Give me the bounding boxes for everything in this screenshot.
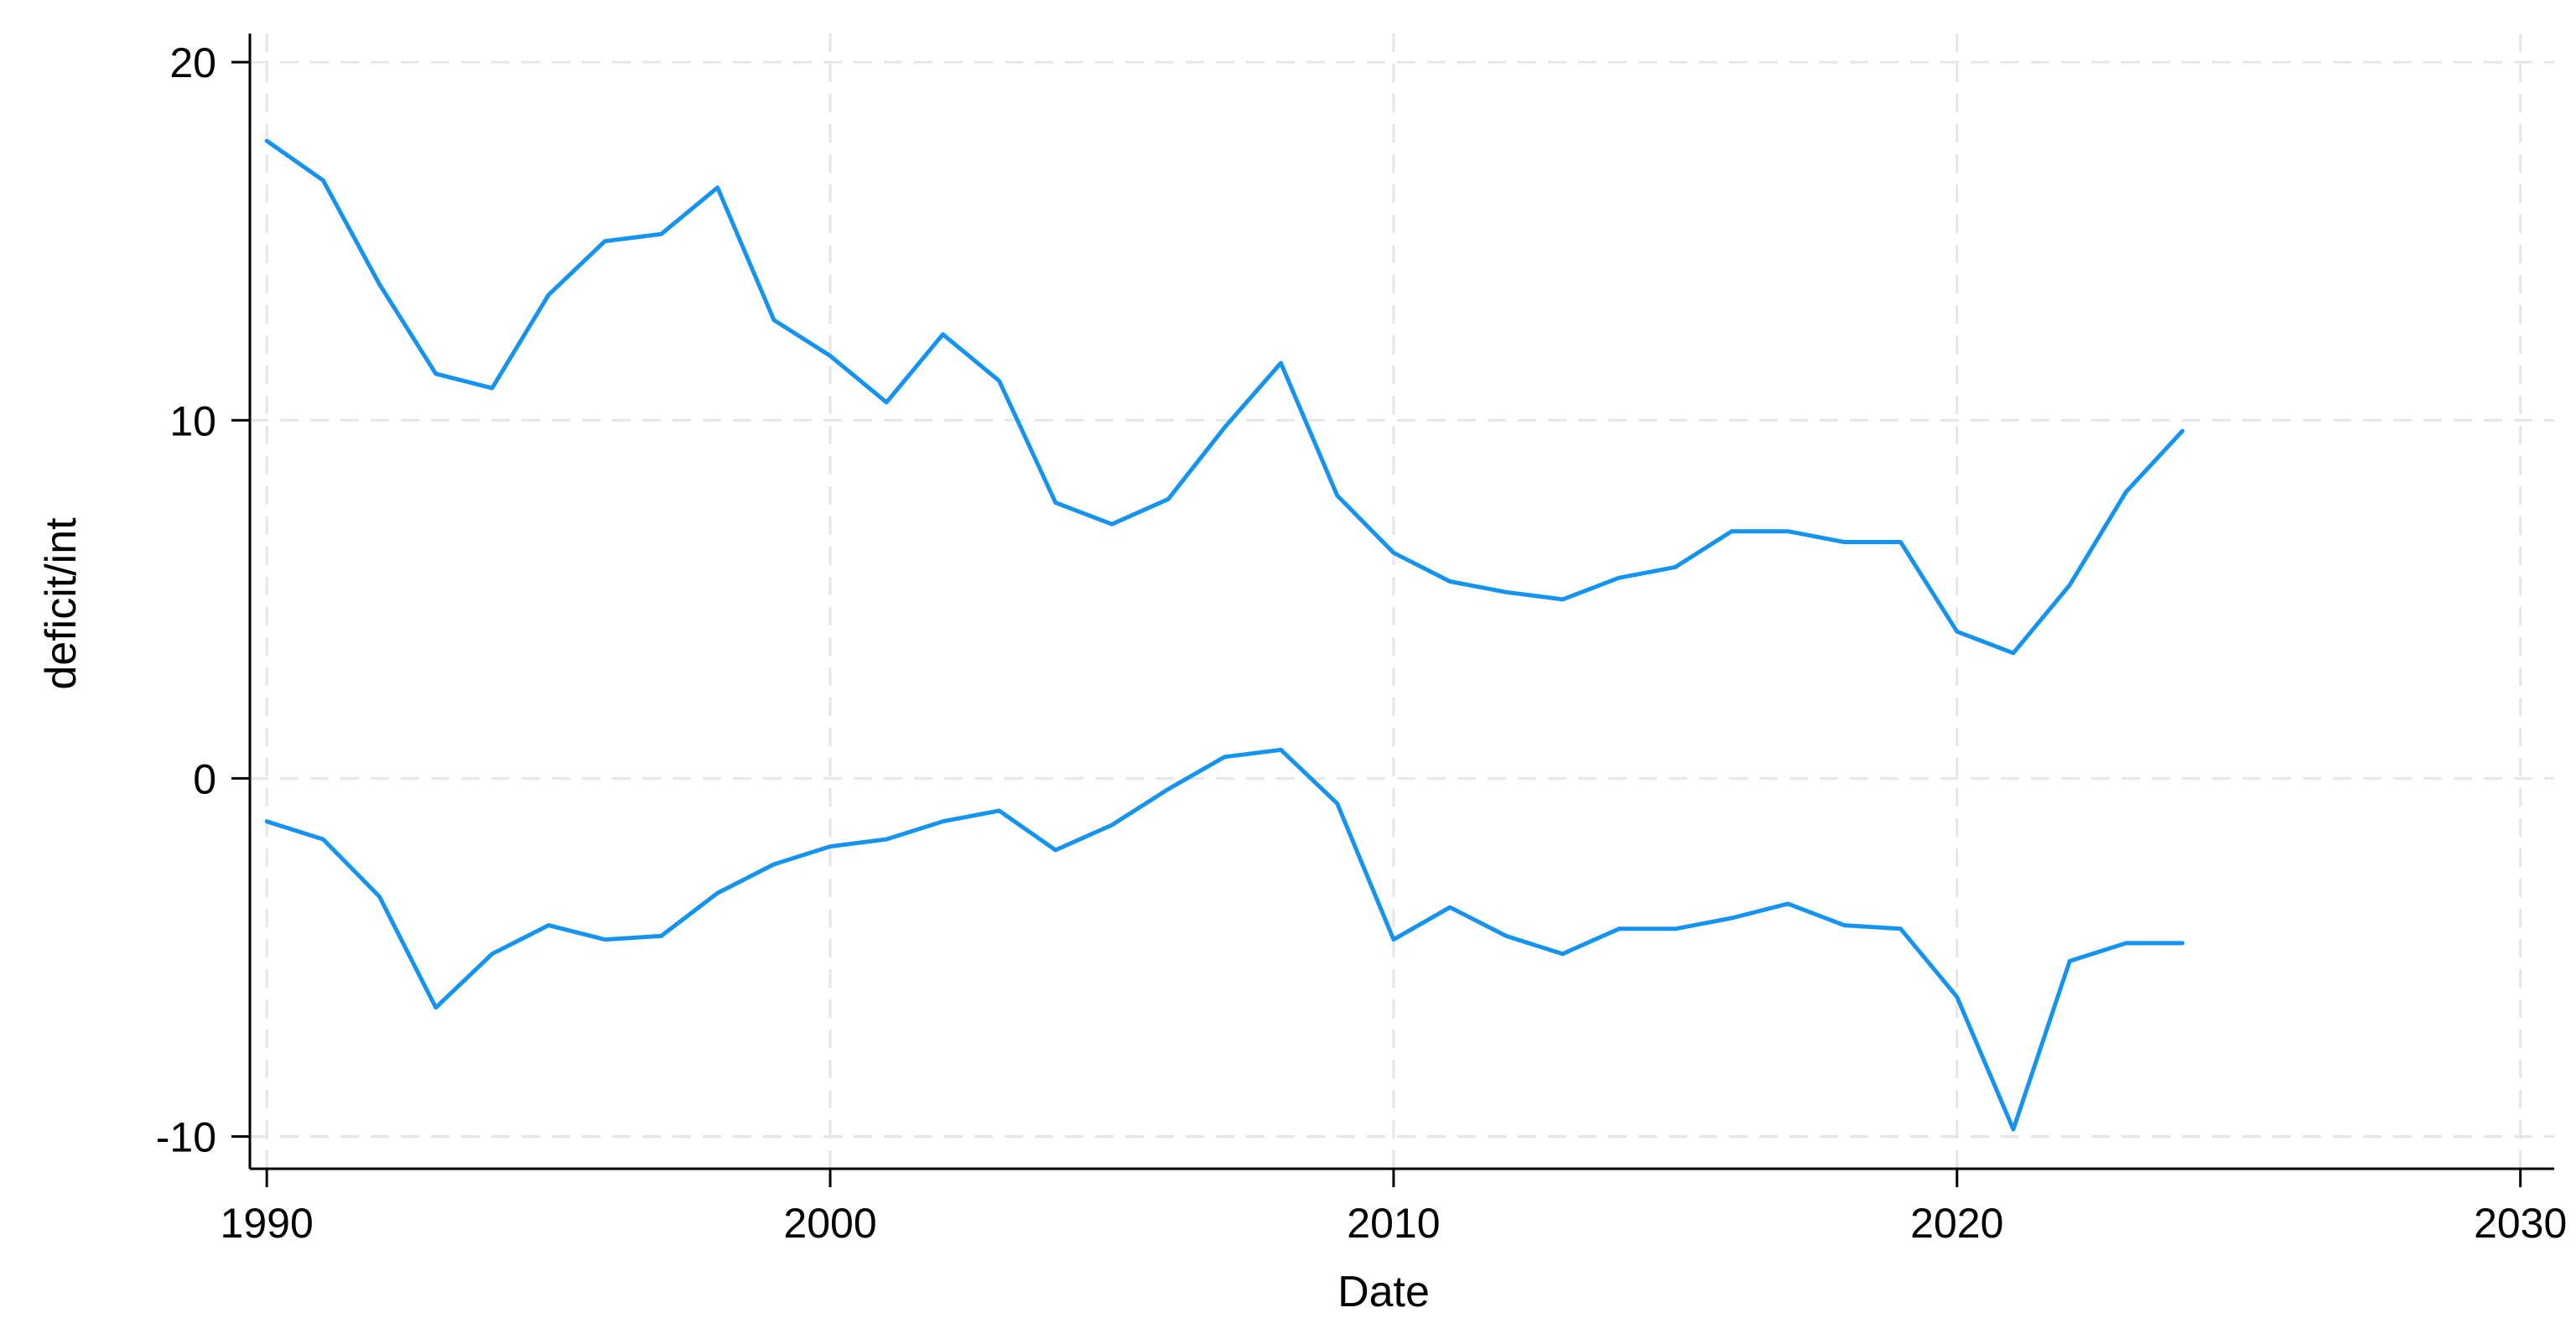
axes <box>248 34 2554 1170</box>
series-lines <box>264 138 2185 1132</box>
y-axis-title: deficit/int <box>37 517 86 690</box>
series-line-1 <box>264 138 2185 656</box>
x-tick-label: 1990 <box>221 1200 314 1247</box>
x-tick-label: 2010 <box>1347 1200 1440 1247</box>
series-line-2 <box>264 747 2185 1132</box>
x-tick-label: 2000 <box>783 1200 876 1247</box>
x-tick-label: 2020 <box>1910 1200 2003 1247</box>
x-tick-label: 2030 <box>2474 1200 2567 1247</box>
x-axis-title: Date <box>1337 1268 1430 1316</box>
y-tick-label: -10 <box>156 1114 216 1161</box>
ticks: 1990 2000 2010 2020 2030 -10 0 10 20 <box>156 39 2568 1247</box>
y-tick-label: 0 <box>193 755 216 802</box>
gridlines <box>250 34 2554 1169</box>
y-tick-label: 20 <box>169 39 216 86</box>
y-tick-label: 10 <box>169 397 216 444</box>
